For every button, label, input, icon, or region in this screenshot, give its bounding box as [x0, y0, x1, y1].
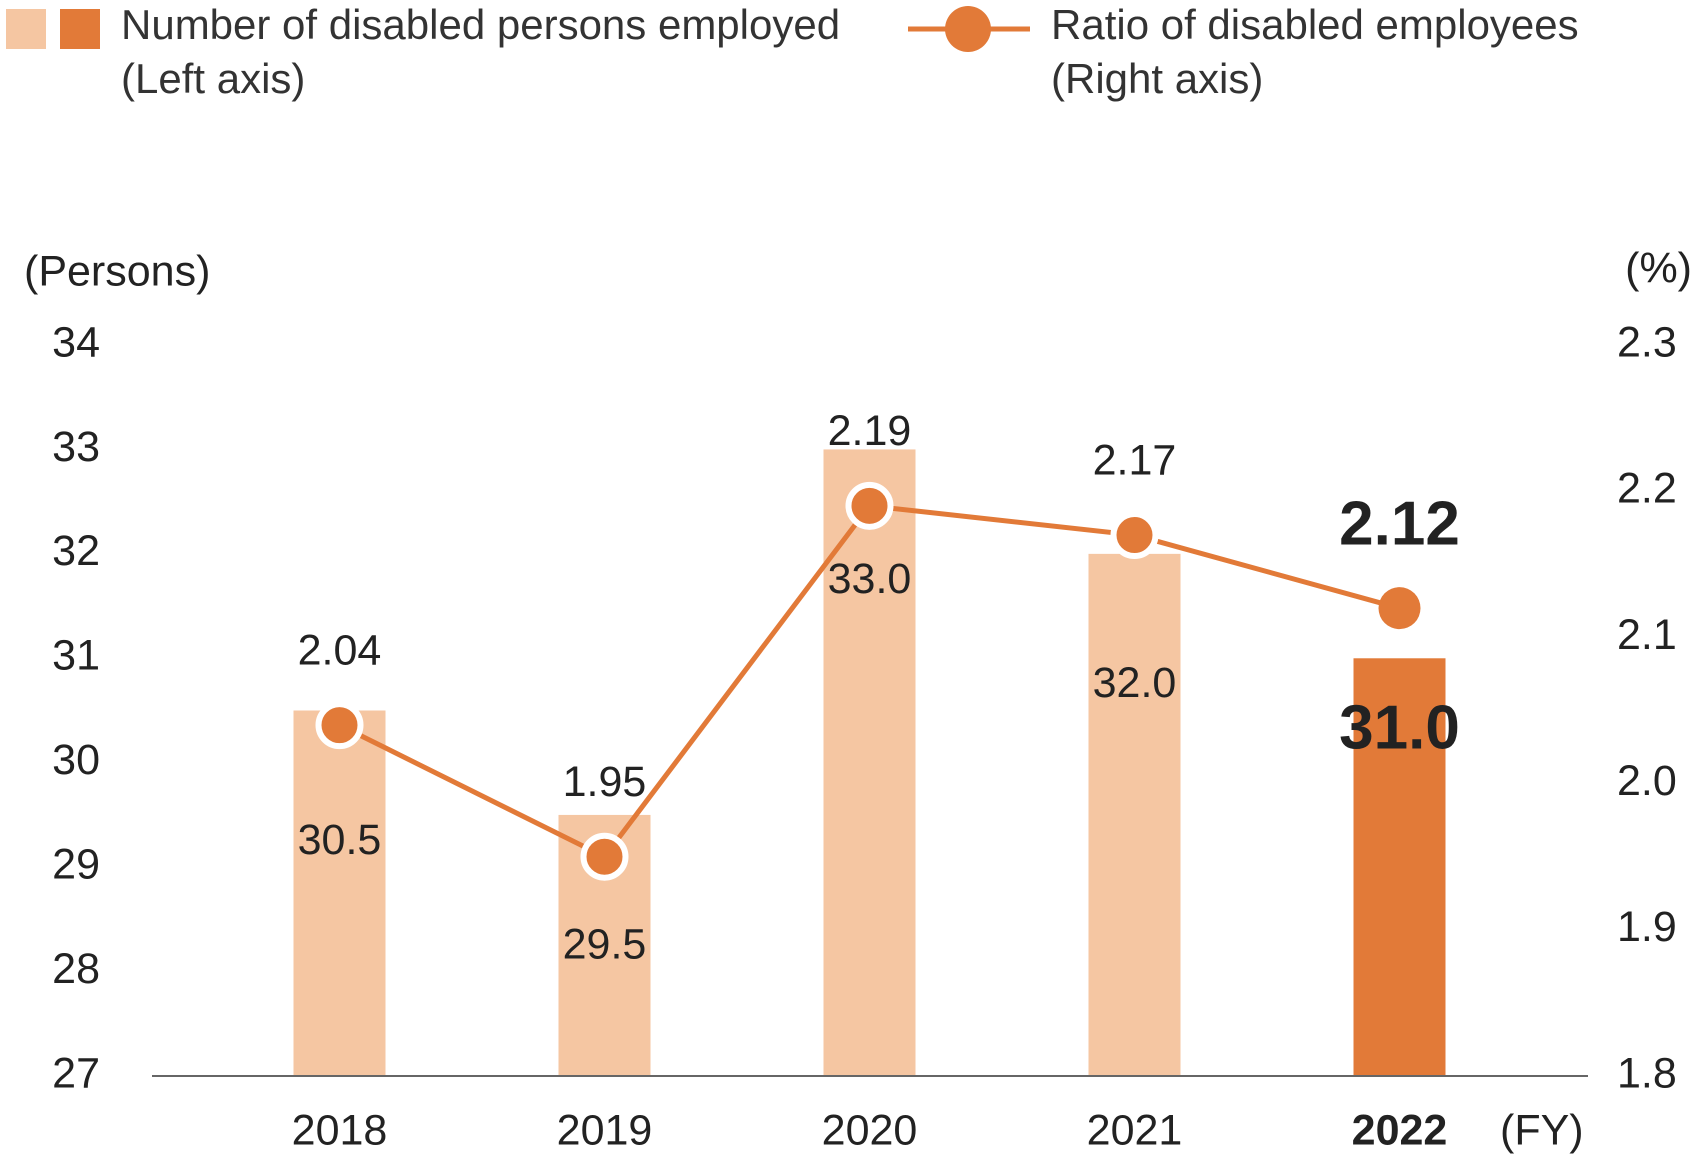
- y-tick-label: 33: [52, 423, 100, 471]
- bar: [293, 710, 386, 1076]
- bar-value-label: 32.0: [1093, 659, 1177, 707]
- y-tick-label: 32: [52, 527, 100, 575]
- bar: [823, 449, 916, 1076]
- line-marker: [315, 701, 364, 750]
- x-axis-label: (FY): [1500, 1106, 1584, 1154]
- line-marker: [845, 481, 894, 530]
- y-tick-label: 27: [52, 1049, 100, 1097]
- legend-note: (Left axis): [121, 55, 305, 102]
- line-marker: [1110, 511, 1159, 560]
- x-tick-label: 2021: [1087, 1106, 1183, 1154]
- line-value-label: 2.19: [828, 407, 912, 455]
- line-marker: [1378, 587, 1421, 630]
- legend-swatch-light: [6, 9, 46, 49]
- y2-axis-label: (%): [1625, 244, 1692, 292]
- y-tick-label: 28: [52, 945, 100, 993]
- legend-marker: [945, 6, 991, 52]
- x-tick-label: 2020: [822, 1106, 918, 1154]
- y-tick-label: 34: [52, 318, 100, 366]
- y-tick-label: 30: [52, 736, 100, 784]
- bar-value-label: 33.0: [828, 555, 912, 603]
- y2-tick-label: 1.9: [1617, 903, 1677, 951]
- y2-tick-label: 2.1: [1617, 611, 1677, 659]
- y2-tick-label: 1.8: [1617, 1049, 1677, 1097]
- y2-tick-label: 2.2: [1617, 465, 1677, 513]
- bar-value-label: 30.5: [298, 816, 382, 864]
- x-tick-label: 2019: [557, 1106, 653, 1154]
- line-value-label: 2.17: [1093, 436, 1177, 484]
- line-value-label: 1.95: [563, 758, 647, 806]
- y-axis-label: (Persons): [24, 247, 210, 295]
- bar-value-label: 29.5: [563, 920, 647, 968]
- line-value-label: 2.12: [1339, 490, 1460, 559]
- x-tick-label: 2022: [1352, 1106, 1448, 1154]
- bar: [1353, 658, 1446, 1076]
- x-tick-label: 2018: [292, 1106, 388, 1154]
- y2-tick-label: 2.3: [1617, 318, 1677, 366]
- y2-tick-label: 2.0: [1617, 757, 1677, 805]
- legend-label: Number of disabled persons employed: [121, 1, 840, 48]
- legend-label: Ratio of disabled employees: [1051, 1, 1579, 48]
- y-tick-label: 29: [52, 841, 100, 889]
- bar: [1088, 553, 1181, 1076]
- legend-note: (Right axis): [1051, 55, 1263, 102]
- line-marker: [580, 832, 629, 881]
- y-tick-label: 31: [52, 632, 100, 680]
- bar-value-label: 31.0: [1339, 694, 1460, 763]
- line-value-label: 2.04: [298, 626, 382, 674]
- legend-swatch-dark: [60, 9, 100, 49]
